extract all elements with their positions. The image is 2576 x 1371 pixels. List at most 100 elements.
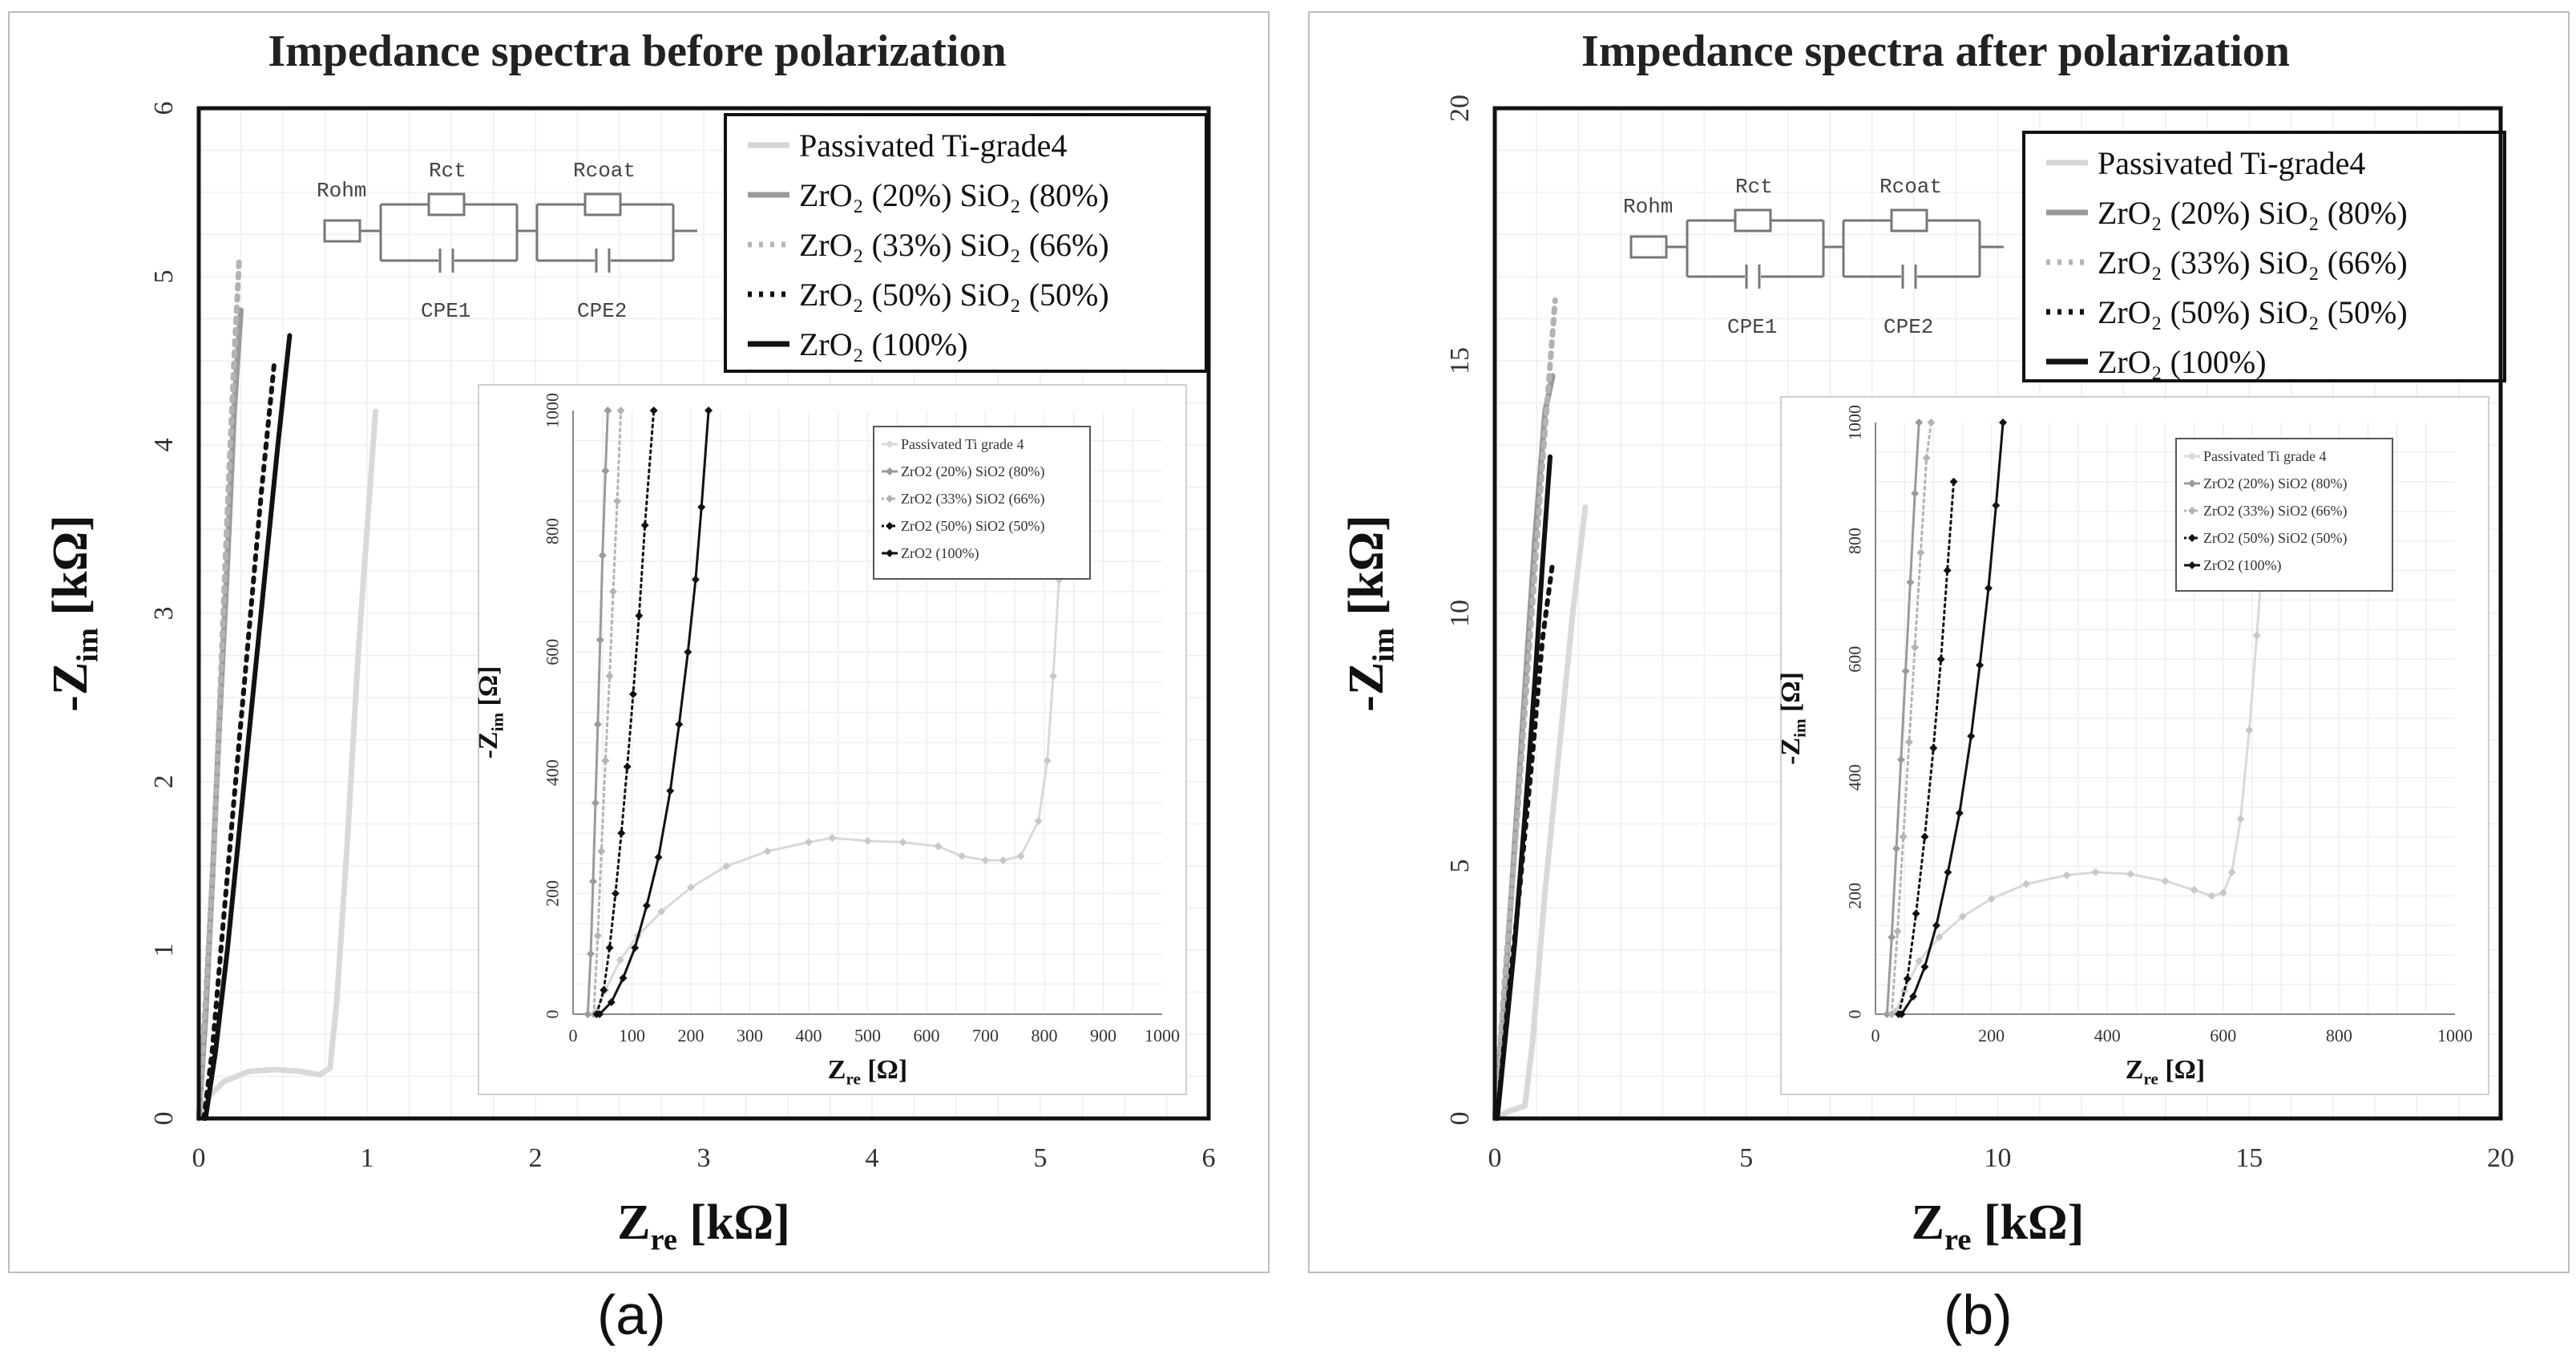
- inset-0-marker-4: [697, 503, 706, 512]
- inset-0-xtick-label: 300: [737, 1025, 763, 1045]
- inset-1-ytick-label: 400: [1844, 764, 1864, 791]
- inset-0-marker-2: [616, 406, 625, 415]
- inset-1-xtick-label: 800: [2326, 1025, 2352, 1045]
- main-1-xtick-label: 5: [1739, 1143, 1753, 1173]
- plot-border-0: [196, 106, 1211, 1121]
- legend-box-1: [2022, 131, 2506, 382]
- inset-0-marker-0: [722, 862, 731, 871]
- inset-0-marker-0: [981, 855, 990, 864]
- inset-0-series-2: [592, 409, 623, 1016]
- inset-legend-label-3: ZrO2 (50%) SiO2 (50%): [2203, 530, 2347, 547]
- inset-0-marker-4: [666, 787, 675, 795]
- inset-1-xtick-label: 400: [2094, 1025, 2121, 1045]
- circuit-p0-cpe1-label: CPE1: [421, 299, 470, 323]
- inset-0-marker-2: [608, 587, 617, 596]
- inset-1-series-3: [1897, 480, 1956, 1016]
- inset-1-ytick-label: 800: [1844, 528, 1864, 554]
- inset-1-marker-3: [1920, 832, 1929, 841]
- inset-legend-marker-0: [886, 440, 894, 448]
- legend-label-0: Passivated Ti-grade4: [2098, 145, 2365, 181]
- inset-0-marker-2: [597, 847, 606, 855]
- inset-0-marker-0: [687, 883, 695, 892]
- inset-legend-marker-0: [2188, 452, 2196, 460]
- inset-1-marker-2: [1888, 1010, 1896, 1018]
- inset-legend-marker-2: [2188, 507, 2196, 515]
- circuit-p0-rcoat-resistor: [583, 192, 622, 216]
- inset-0-series-3: [595, 409, 656, 1016]
- inset-1-marker-2: [1916, 548, 1925, 557]
- inset-0-marker-0: [1043, 756, 1052, 765]
- inset-0-ytick-label: 1000: [542, 393, 562, 428]
- circuit-p0-rcoat-label: Rcoat: [573, 159, 636, 183]
- inset-1-marker-1: [1915, 419, 1924, 427]
- circuit-p1-cpe2-label: CPE2: [1884, 315, 1933, 339]
- inset-0-marker-3: [617, 829, 626, 838]
- inset-legend-marker-4: [886, 549, 894, 557]
- plot-border-1: [1492, 106, 2503, 1121]
- inset-legend-marker-4: [2188, 561, 2196, 569]
- inset-1-marker-0: [2252, 631, 2261, 640]
- inset-1-marker-4: [1999, 419, 2008, 427]
- legend-label-2: ZrO₂ (33%) SiO₂ (66%): [2098, 245, 2408, 281]
- inset-0-ytick-label: 0: [542, 1010, 562, 1019]
- inset-0-marker-4: [705, 406, 713, 415]
- inset-0-marker-1: [587, 949, 596, 958]
- inset-0-xtick-label: 200: [678, 1025, 705, 1045]
- y-axis-label-1: -Zim [kΩ]: [1339, 515, 1401, 712]
- inset-0-marker-4: [631, 944, 640, 952]
- circuit-p1-cpe1-gap: [1745, 265, 1761, 289]
- inset-1-marker-1: [1906, 578, 1915, 587]
- inset-0-marker-2: [593, 932, 602, 940]
- y-axis-label-0: -Zim [kΩ]: [43, 515, 105, 712]
- inset-legend-label-1: ZrO2 (20%) SiO2 (80%): [2203, 475, 2347, 492]
- inset-1-series-2: [1890, 421, 1932, 1016]
- main-0-ytick-label: 1: [149, 944, 179, 957]
- legend-label-1: ZrO₂ (20%) SiO₂ (80%): [799, 177, 1109, 213]
- inset-legend-label-1: ZrO2 (20%) SiO2 (80%): [901, 463, 1044, 480]
- inset-legend-label-4: ZrO2 (100%): [901, 545, 979, 562]
- legend-label-3: ZrO₂ (50%) SiO₂ (50%): [799, 277, 1109, 313]
- circuit-p0-cpe2-label: CPE2: [577, 299, 627, 323]
- inset-0-marker-4: [675, 720, 684, 729]
- inset-1-ytick-label: 600: [1844, 646, 1864, 673]
- inset-0-marker-4: [619, 973, 628, 982]
- inset-0-marker-0: [863, 836, 872, 845]
- inset-0-xtick-label: 400: [796, 1025, 822, 1045]
- inset-0-marker-0: [828, 834, 837, 843]
- main-1-xtick-label: 0: [1488, 1143, 1502, 1173]
- circuit-p1-rcoat-label: Rcoat: [1880, 175, 1942, 199]
- inset-1-marker-3: [1912, 909, 1920, 918]
- inset-0-marker-0: [1049, 672, 1058, 681]
- main-0-xtick-label: 2: [529, 1143, 543, 1173]
- main-0-xtick-label: 6: [1202, 1143, 1216, 1173]
- inset-0-marker-1: [588, 877, 597, 886]
- circuit-p0-cpe2-gap: [595, 249, 611, 273]
- inset-1-marker-1: [1901, 666, 1910, 675]
- main-0-xtick-label: 5: [1034, 1143, 1048, 1173]
- chart-title-1: Impedance spectra after polarization: [1581, 26, 2290, 76]
- inset-1-marker-2: [1922, 454, 1931, 463]
- inset-legend-box-1: [2175, 438, 2393, 592]
- chart-title-0: Impedance spectra before polarization: [268, 26, 1006, 76]
- inset-1-marker-4: [1897, 1010, 1906, 1018]
- main-0-ytick-label: 2: [149, 775, 179, 789]
- inset-0-xtick-label: 0: [569, 1025, 578, 1045]
- inset-1-marker-4: [1992, 501, 2001, 510]
- inset-legend-marker-2: [886, 495, 894, 503]
- inset-1-marker-4: [1920, 962, 1929, 971]
- inset-0-marker-4: [642, 901, 651, 910]
- inset-1-marker-4: [1967, 732, 1976, 741]
- inset-0-marker-3: [640, 521, 649, 530]
- main-0-ytick-label: 6: [149, 102, 179, 115]
- inset-1-marker-0: [1915, 956, 1924, 965]
- legend-box-0: [724, 113, 1208, 373]
- inset-0-marker-3: [611, 889, 620, 898]
- x-axis-label-1: Zre [kΩ]: [1912, 1195, 2085, 1257]
- inset-legend-marker-1: [2188, 479, 2196, 487]
- inset-1-marker-4: [1932, 921, 1940, 930]
- inset-0-ytick-label: 200: [542, 880, 562, 907]
- inset-1-ytick-label: 0: [1844, 1010, 1864, 1019]
- inset-1-marker-3: [1929, 743, 1938, 752]
- inset-1-marker-4: [1944, 867, 1952, 876]
- inset-legend-box-0: [873, 426, 1091, 580]
